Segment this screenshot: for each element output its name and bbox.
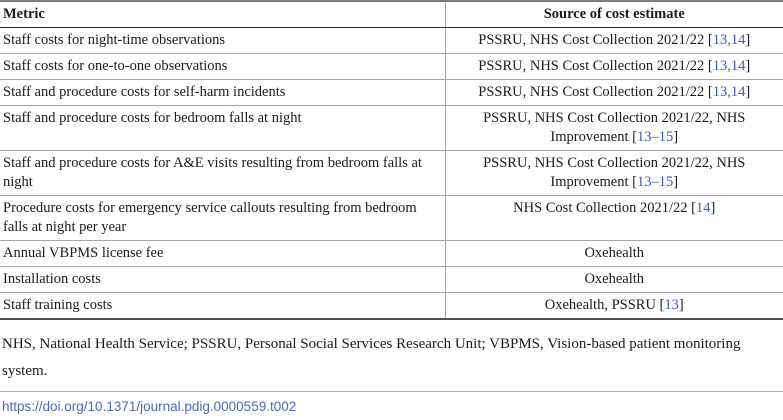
source-cell: Oxehealth, PSSRU [13]	[445, 292, 783, 319]
table-row: Annual VBPMS license fee Oxehealth[]	[0, 240, 783, 267]
citation: [13–15]	[632, 129, 678, 145]
source-text: Oxehealth	[584, 271, 645, 287]
bracket-open: [	[659, 297, 665, 313]
citation-link[interactable]: 13	[664, 297, 679, 313]
citation: [13,14]	[708, 84, 750, 100]
header-row: Metric Source of cost estimate	[0, 1, 783, 28]
bracket-close: ]	[678, 297, 684, 313]
bracket-close: ]	[745, 84, 751, 100]
source-cell: PSSRU, NHS Cost Collection 2021/22 [13,1…	[445, 28, 783, 54]
source-cell: PSSRU, NHS Cost Collection 2021/22, NHS …	[445, 150, 783, 196]
table-row: Staff costs for night-time observations …	[0, 27, 783, 54]
citation-link[interactable]: 14	[696, 200, 711, 216]
metric-cell: Staff costs for night-time observations	[0, 27, 446, 54]
table-row: Procedure costs for emergency service ca…	[0, 195, 783, 241]
metric-cell: Annual VBPMS license fee	[0, 240, 446, 267]
table-footnote: NHS, National Health Service; PSSRU, Per…	[2, 336, 741, 379]
table-row: Staff and procedure costs for bedroom fa…	[0, 105, 783, 151]
citation-link[interactable]: 13–15	[637, 174, 674, 190]
bracket-close: ]	[710, 200, 716, 216]
source-text: PSSRU, NHS Cost Collection 2021/22, NHS …	[483, 155, 746, 190]
citation: [13]	[660, 297, 684, 313]
bracket-open: [	[707, 32, 713, 48]
bracket-close: ]	[673, 174, 679, 190]
citation-link[interactable]: 13,14	[712, 32, 746, 48]
source-cell: NHS Cost Collection 2021/22 [14]	[445, 195, 783, 241]
metric-cell: Staff training costs	[0, 292, 446, 319]
citation-link[interactable]: 13–15	[637, 129, 674, 145]
source-cell: Oxehealth[]	[445, 240, 783, 267]
bracket-open: [	[632, 174, 637, 190]
table-row: Installation costs Oxehealth[]	[0, 266, 783, 293]
table-row: Staff training costs Oxehealth, PSSRU [1…	[0, 292, 783, 319]
header-source: Source of cost estimate	[445, 1, 783, 28]
bracket-close: ]	[745, 32, 751, 48]
source-cell: PSSRU, NHS Cost Collection 2021/22, NHS …	[445, 105, 783, 151]
table-row: Staff and procedure costs for A&E visits…	[0, 150, 783, 196]
source-text: PSSRU, NHS Cost Collection 2021/22	[478, 84, 708, 100]
table-row: Staff costs for one-to-one observations …	[0, 53, 783, 80]
citation-link[interactable]: 13,14	[712, 84, 746, 100]
source-text: PSSRU, NHS Cost Collection 2021/22	[478, 32, 708, 48]
metric-cell: Staff and procedure costs for bedroom fa…	[0, 105, 446, 151]
doi-link[interactable]: https://doi.org/10.1371/journal.pdig.000…	[2, 399, 297, 414]
metric-cell: Staff costs for one-to-one observations	[0, 53, 446, 80]
source-text: Oxehealth, PSSRU	[544, 297, 660, 313]
source-text: Oxehealth	[584, 245, 645, 261]
bracket-close: ]	[673, 129, 679, 145]
citation: [13–15]	[632, 174, 678, 190]
divider-rule	[0, 391, 783, 392]
cost-estimate-table: Metric Source of cost estimate Staff cos…	[0, 0, 783, 320]
citation: [13,14]	[708, 58, 750, 74]
metric-cell: Staff and procedure costs for A&E visits…	[0, 150, 446, 196]
bracket-open: [	[691, 200, 697, 216]
metric-cell: Procedure costs for emergency service ca…	[0, 195, 446, 241]
bracket-open: [	[707, 84, 713, 100]
table-row: Staff and procedure costs for self-harm …	[0, 79, 783, 106]
bracket-open: [	[632, 129, 637, 145]
header-metric: Metric	[0, 1, 446, 28]
bracket-open: [	[707, 58, 713, 74]
metric-cell: Staff and procedure costs for self-harm …	[0, 79, 446, 106]
citation: [13,14]	[708, 32, 750, 48]
source-cell: PSSRU, NHS Cost Collection 2021/22 [13,1…	[445, 79, 783, 106]
citation: [14]	[691, 200, 715, 216]
source-text: PSSRU, NHS Cost Collection 2021/22	[478, 58, 708, 74]
source-cell: Oxehealth[]	[445, 266, 783, 293]
source-text: PSSRU, NHS Cost Collection 2021/22, NHS …	[483, 110, 746, 145]
source-text: NHS Cost Collection 2021/22	[513, 200, 692, 216]
source-cell: PSSRU, NHS Cost Collection 2021/22 [13,1…	[445, 53, 783, 80]
metric-cell: Installation costs	[0, 266, 446, 293]
citation-link[interactable]: 13,14	[712, 58, 746, 74]
bracket-close: ]	[745, 58, 751, 74]
